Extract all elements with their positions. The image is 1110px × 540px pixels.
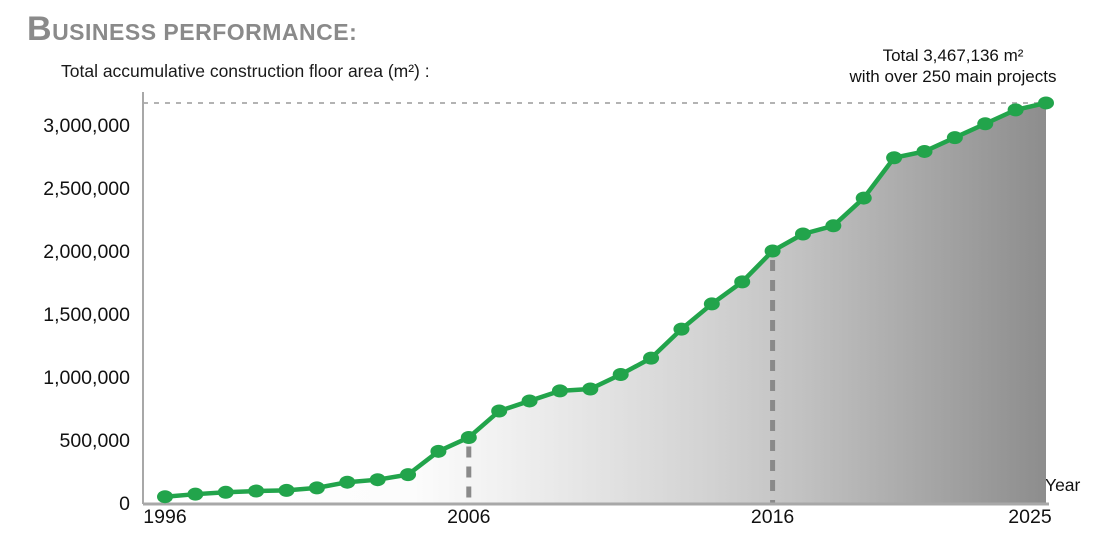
page-title: BUSINESS PERFORMANCE: [27, 12, 357, 46]
data-point-1996 [157, 490, 173, 504]
data-point-2000 [278, 483, 295, 497]
data-point-2016 [764, 244, 781, 258]
data-point-2001 [308, 481, 325, 495]
chart-subtitle: Total accumulative construction floor ar… [61, 61, 430, 81]
y-tick-label-0: 0 [119, 493, 130, 515]
x-tick-label-2016: 2016 [751, 506, 794, 528]
y-tick-label-2000000: 2,000,000 [43, 241, 130, 263]
data-point-2005 [430, 444, 447, 458]
page-title-rest: USINESS PERFORMANCE: [52, 19, 358, 45]
data-point-2009 [551, 384, 568, 398]
data-point-2014 [703, 297, 720, 311]
area-fill [165, 102, 1046, 504]
data-point-2002 [339, 475, 356, 489]
data-point-2020 [886, 151, 903, 165]
x-tick-label-1996: 1996 [143, 506, 186, 528]
data-point-1999 [248, 484, 265, 498]
y-tick-label-1000000: 1,000,000 [43, 367, 130, 389]
total-annotation-line2: with over 250 main projects [849, 67, 1057, 86]
total-annotation-line1: Total 3,467,136 m² [882, 46, 1024, 65]
data-point-1998 [217, 485, 234, 499]
data-point-2011 [612, 367, 629, 381]
data-point-2012 [643, 351, 660, 365]
data-point-2022 [946, 131, 963, 145]
data-point-2023 [977, 117, 994, 131]
data-point-2008 [521, 394, 538, 408]
total-annotation: Total 3,467,136 m² with over 250 main pr… [818, 45, 1088, 87]
data-point-2019 [855, 191, 872, 205]
data-point-2013 [673, 322, 690, 336]
x-tick-label-2006: 2006 [447, 506, 490, 528]
data-point-2018 [825, 219, 842, 233]
data-point-2010 [582, 382, 599, 396]
y-tick-label-2500000: 2,500,000 [43, 178, 130, 200]
data-point-2004 [400, 468, 417, 482]
data-point-2003 [369, 473, 386, 487]
data-point-1997 [187, 487, 204, 501]
y-tick-label-500000: 500,000 [60, 430, 131, 452]
y-tick-label-1500000: 1,500,000 [43, 304, 130, 326]
x-tick-label-2025: 2025 [1008, 506, 1052, 528]
y-tick-label-3000000: 3,000,000 [43, 115, 130, 137]
data-point-2024 [1007, 103, 1024, 117]
data-point-2017 [794, 227, 811, 241]
data-point-2006 [460, 430, 477, 444]
page-title-initial: B [27, 10, 53, 48]
data-point-2015 [734, 275, 751, 289]
data-point-2021 [916, 144, 933, 158]
x-axis-title: Year [1045, 475, 1081, 495]
data-point-2025 [1038, 96, 1054, 110]
data-point-2007 [491, 404, 508, 418]
